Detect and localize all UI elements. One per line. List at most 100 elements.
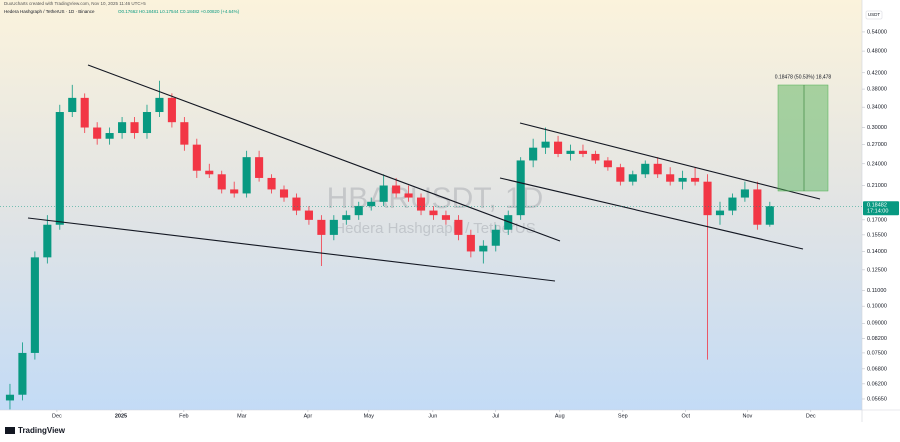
candle-body — [392, 185, 401, 194]
candle-body — [603, 160, 612, 168]
y-tick-label: 0.05650 — [867, 396, 887, 402]
symbol-title: Hedera Hashgraph / TetherUS · 1D · Binan… — [4, 9, 95, 14]
candle-body — [641, 163, 650, 175]
candle-body — [354, 206, 363, 216]
candle-body — [653, 163, 662, 175]
x-tick-label: May — [364, 413, 375, 419]
last-price-box — [863, 201, 899, 216]
candle-body — [304, 210, 313, 220]
y-tick-label: 0.14000 — [867, 249, 887, 255]
candle-body — [55, 112, 64, 225]
currency: USDT — [868, 12, 881, 17]
candle-body — [242, 157, 251, 194]
x-tick-label: Dec — [52, 413, 62, 419]
candle-body — [591, 153, 600, 161]
y-tick-label: 0.54000 — [867, 29, 887, 35]
y-tick-label: 0.38000 — [867, 87, 887, 93]
candle-body — [367, 201, 376, 207]
candle-body — [30, 257, 39, 353]
candle-body — [267, 177, 276, 190]
candle-body — [666, 174, 675, 182]
y-tick-label: 0.07500 — [867, 350, 887, 356]
y-tick-label: 0.42000 — [867, 70, 887, 76]
candle-body — [740, 189, 749, 198]
candle-body — [504, 215, 513, 230]
candle-body — [317, 219, 326, 235]
candle-body — [728, 197, 737, 211]
candle-body — [703, 181, 712, 216]
candle-body — [205, 170, 214, 175]
candle-body — [118, 122, 127, 134]
candle-body — [691, 177, 700, 182]
logo-mark — [5, 427, 15, 434]
candle-body — [479, 245, 488, 252]
countdown: 17:14:00 — [867, 209, 888, 215]
trendline — [519, 122, 821, 200]
watermark-subtitle: Hedera Hashgraph / TetherUS — [334, 220, 536, 237]
trendline — [499, 177, 804, 250]
candle-body — [105, 133, 114, 139]
candle-body — [541, 141, 550, 148]
candle-body — [217, 174, 226, 190]
y-tick-label: 0.21000 — [867, 183, 887, 189]
candle-body — [255, 157, 264, 178]
x-tick-label: Oct — [681, 413, 690, 419]
x-tick-label: Dec — [806, 413, 816, 419]
candle-body — [491, 229, 500, 246]
candle-body — [167, 97, 176, 123]
credit: DuoUcharts created with TradingView.com,… — [4, 1, 146, 6]
plot-background — [0, 0, 862, 410]
x-tick-label: Apr — [304, 413, 313, 419]
y-tick-label: 0.48000 — [867, 49, 887, 55]
y-tick-label: 0.24000 — [867, 161, 887, 167]
candle-body — [678, 177, 687, 182]
candle-body — [142, 112, 152, 134]
candle-body — [292, 197, 301, 211]
brand: TradingView — [18, 426, 66, 435]
candle-body — [329, 219, 338, 235]
candles — [5, 80, 774, 410]
candle-body — [566, 150, 575, 154]
candle-body — [404, 193, 413, 198]
x-tick-label: 2025 — [115, 413, 127, 419]
candle-body — [68, 97, 77, 113]
y-tick-label: 0.17000 — [867, 217, 887, 223]
y-tick-label: 0.30000 — [867, 125, 887, 131]
candle-body — [554, 141, 563, 154]
candle-body — [155, 97, 164, 113]
candle-body — [454, 219, 463, 235]
trendline — [27, 217, 556, 282]
measure-label: 0.18478 (50.53%) 18,478 — [775, 74, 832, 80]
x-tick-label: Nov — [743, 413, 753, 419]
candle-body — [93, 127, 102, 139]
trendline — [87, 64, 561, 242]
candle-body — [192, 144, 201, 171]
x-tick-label: Jun — [428, 413, 437, 419]
y-tick-label: 0.11000 — [867, 288, 886, 294]
candle-body — [43, 224, 52, 258]
tradingview-logo: TradingView — [5, 426, 66, 435]
candle-body — [379, 185, 388, 202]
candle-body — [441, 215, 450, 220]
y-tick-label: 0.09000 — [867, 321, 887, 327]
candle-body — [715, 210, 725, 216]
candle-body — [130, 122, 139, 134]
candle-body — [529, 147, 538, 161]
candle-body — [765, 206, 774, 225]
measure-box — [777, 84, 829, 192]
x-tick-label: Mar — [237, 413, 247, 419]
candle-body — [516, 160, 525, 216]
candle-body — [616, 167, 625, 182]
candle-body — [628, 174, 637, 182]
last-price-label: 0.18482 — [867, 203, 887, 209]
x-tick-label: Feb — [179, 413, 188, 419]
x-tick-label: Jul — [492, 413, 499, 419]
candle-body — [753, 189, 762, 225]
x-tick-label: Aug — [555, 413, 565, 419]
candle-body — [230, 189, 239, 194]
y-tick-label: 0.06200 — [867, 381, 887, 387]
candle-body — [578, 150, 588, 154]
candle-body — [180, 122, 189, 145]
